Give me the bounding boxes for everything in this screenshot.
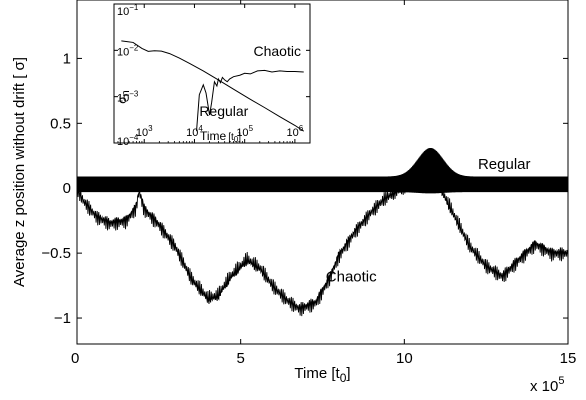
annotation-chaotic: Chaotic	[326, 269, 377, 286]
inset-series-line-chaotic	[196, 69, 304, 132]
series-line-chaotic	[76, 167, 569, 317]
main-x-axis-label-base: Time [t	[294, 365, 340, 382]
x-tick-label: 5	[236, 350, 244, 367]
inset-x-tick-label-base: 10	[236, 127, 248, 139]
inset-y-tick-label-exp: −4	[129, 133, 139, 142]
annotation-regular: Regular	[478, 156, 531, 173]
inset-x-tick-label-base: 10	[287, 127, 299, 139]
inset-y-tick-label-exp: −1	[129, 3, 139, 12]
y-tick-label: 0	[63, 180, 71, 197]
inset-y-axis-label-sub: n	[120, 90, 132, 96]
inset-x-tick-label: 106	[287, 124, 304, 139]
main-x-multiplier-base: x 10	[530, 378, 558, 395]
inset-series-layer	[121, 40, 305, 132]
inset-x-axis-label: Time [t0]	[200, 129, 241, 144]
inset-annotation-layer: Chaotic Regular	[199, 43, 301, 119]
main-y-axis-label: Average z position without drift [ σ]	[11, 57, 28, 287]
inset-x-tick-label-exp: 5	[249, 124, 254, 133]
main-x-axis-label: Time [t0]	[294, 365, 350, 385]
main-x-multiplier: x 105	[530, 375, 564, 395]
inset-y-axis-label: σn	[115, 90, 132, 104]
main-x-axis-label-sub: 0	[340, 371, 347, 385]
inset-x-tick-label-base: 10	[186, 127, 198, 139]
inset-x-axis-label-unit-sub: 0	[234, 135, 239, 144]
inset-x-axis-label-unit: [t	[228, 132, 234, 143]
series-line-regular	[76, 147, 569, 194]
inset-y-tick-label-base: 10	[117, 93, 129, 105]
inset-x-axis-label-unit-close: ]	[238, 132, 241, 143]
inset-y-tick-label-base: 10	[117, 6, 129, 18]
inset-y-tick-label-exp: −2	[129, 43, 139, 52]
main-x-multiplier-exp: 5	[558, 375, 564, 387]
main-series-layer	[76, 147, 569, 317]
inset-y-axis-label-base: σ	[115, 96, 129, 104]
inset-y-tick-label-exp: −3	[129, 90, 139, 99]
main-plot-frame	[76, 0, 569, 345]
inset-x-tick-label-exp: 6	[299, 124, 304, 133]
x-tick-label: 0	[71, 350, 79, 367]
inset-background	[114, 4, 310, 143]
inset-plot-frame	[113, 3, 311, 144]
inset-y-tick-label-base: 10	[117, 46, 129, 58]
inset-x-tick-label: 105	[236, 124, 253, 139]
main-x-axis-label-close: ]	[346, 365, 350, 382]
y-tick-label: 1	[63, 50, 71, 67]
inset-y-tick-label-base: 10	[117, 136, 129, 148]
main-annotation-layer: Regular Chaotic	[326, 156, 531, 286]
x-tick-label: 15	[560, 350, 577, 367]
inset-annotation-regular: Regular	[199, 103, 248, 119]
inset-annotation-chaotic: Chaotic	[254, 43, 301, 59]
inset-y-tick-label: 10−1	[117, 3, 139, 18]
inset-y-tick-label: 10−4	[117, 133, 139, 148]
main-ticks-layer: 0 5 10 15−1−0.500.51	[41, 0, 576, 367]
inset-x-tick-label-exp: 4	[198, 124, 203, 133]
inset-x-tick-label-exp: 3	[148, 124, 153, 133]
inset-series-line-regular	[121, 40, 305, 132]
inset-x-tick-label: 104	[186, 124, 203, 139]
inset-y-tick-label: 10−2	[117, 43, 139, 58]
inset-y-tick-label: 10−3	[117, 90, 139, 105]
y-tick-label: −1	[54, 310, 71, 327]
inset-x-axis-label-base: Time	[200, 129, 227, 143]
x-tick-label: 10	[396, 350, 413, 367]
inset-x-tick-label: 103	[136, 124, 153, 139]
inset-x-tick-label-base: 10	[136, 127, 148, 139]
y-tick-label: 0.5	[50, 115, 71, 132]
y-tick-label: −0.5	[41, 245, 71, 262]
